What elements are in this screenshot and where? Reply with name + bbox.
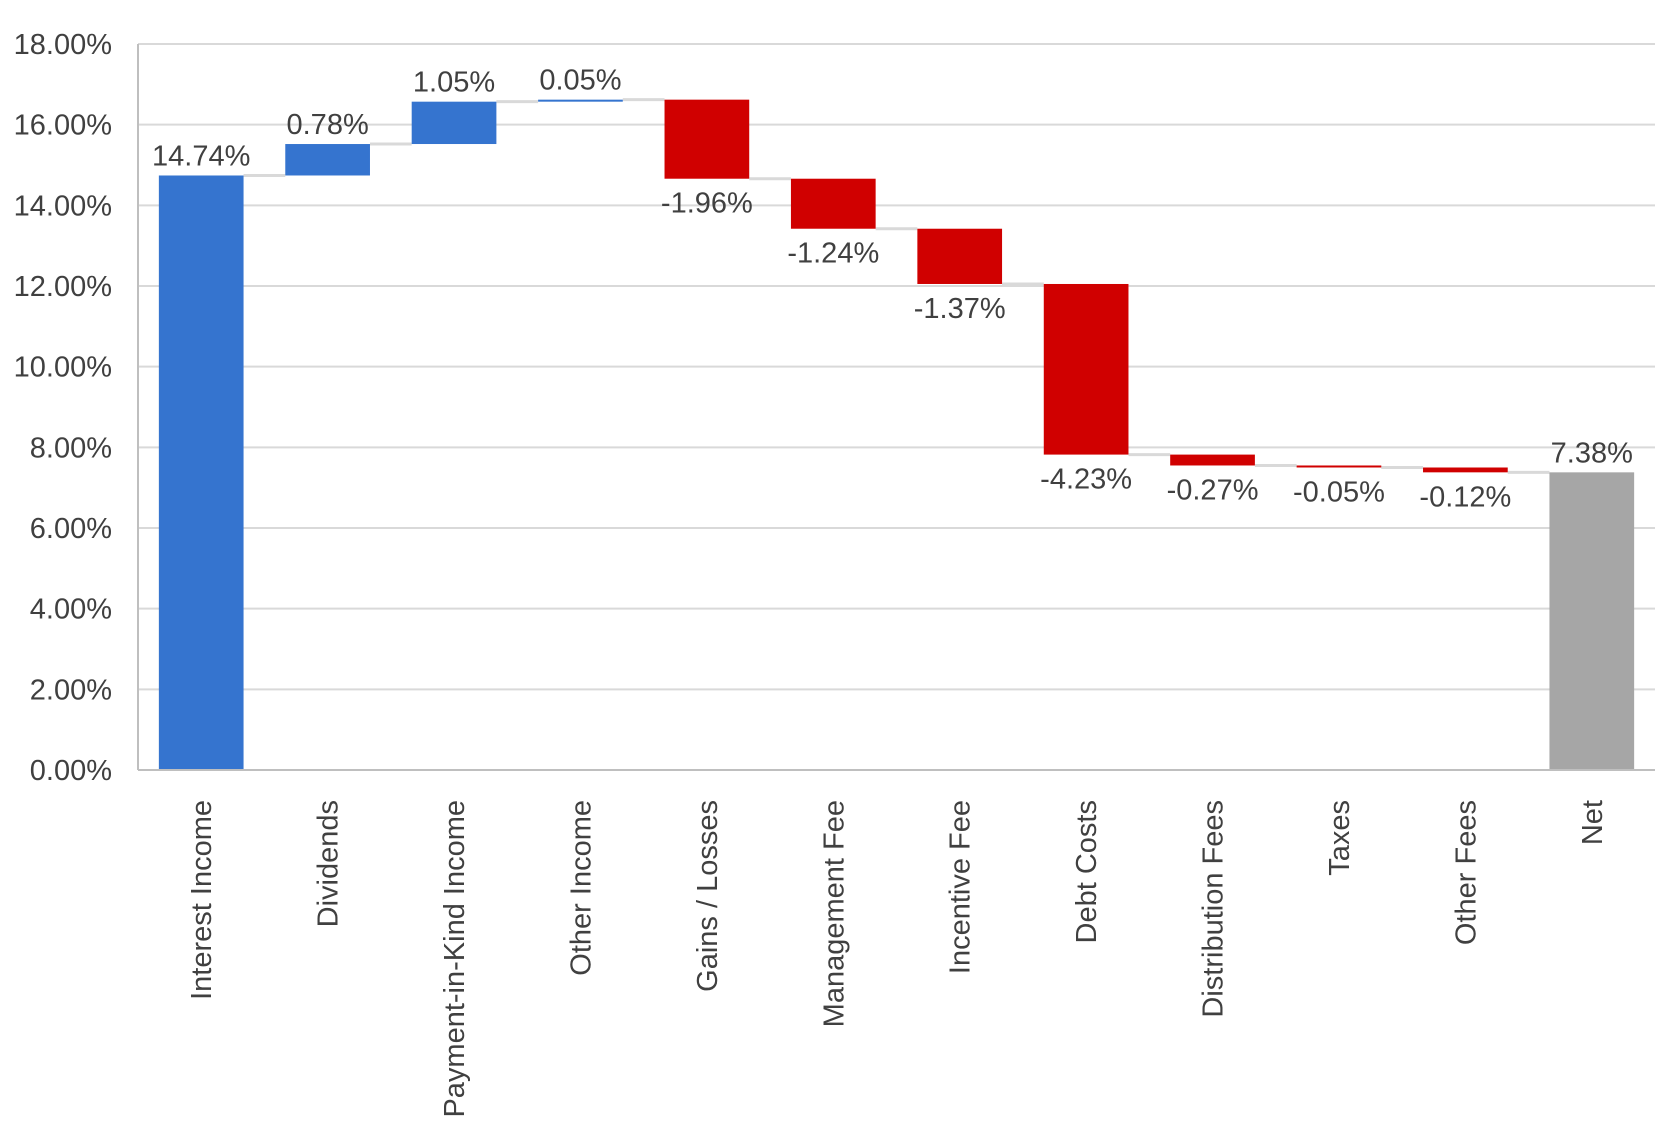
data-label: 1.05% (413, 67, 495, 99)
bar-decrease (1170, 454, 1255, 466)
x-tick-label: Debt Costs (1071, 800, 1103, 943)
x-tick-label: Incentive Fee (945, 800, 977, 974)
gridlines (138, 43, 1655, 691)
y-tick-label: 12.00% (14, 271, 112, 303)
data-label: 0.05% (539, 65, 621, 97)
x-tick-label: Taxes (1324, 800, 1356, 876)
y-tick-label: 18.00% (14, 29, 112, 61)
data-labels: 14.74% 0.78% 1.05% 0.05% -1.96% -1.24% -1.37% -… (152, 65, 1633, 514)
data-label: -0.05% (1293, 477, 1385, 509)
data-label: -1.24% (787, 238, 879, 270)
bar-decrease (664, 99, 750, 179)
y-tick-label: 4.00% (30, 594, 112, 626)
x-tick-label: Interest Income (186, 800, 218, 1000)
y-tick-label: 8.00% (30, 432, 112, 464)
bar-increase (285, 144, 370, 176)
y-tick-label: 14.00% (14, 190, 112, 222)
bar-decrease (917, 228, 1003, 284)
y-axis: 0.00% 2.00% 4.00% 6.00% 8.00% 10.00% 12.00% 14.… (14, 29, 112, 787)
bar-decrease (790, 178, 876, 229)
x-tick-label: Gains / Losses (692, 800, 724, 992)
data-label: -0.12% (1419, 481, 1511, 513)
x-tick-label: Net (1577, 800, 1609, 845)
x-tick-label: Dividends (313, 800, 345, 927)
x-tick-label: Distribution Fees (1198, 800, 1230, 1018)
y-tick-label: 6.00% (30, 513, 112, 545)
data-label: -4.23% (1040, 464, 1132, 496)
y-tick-label: 0.00% (30, 755, 112, 787)
x-tick-label: Payment-in-Kind Income (439, 800, 471, 1118)
bar-increase (538, 99, 623, 102)
x-axis: Interest Income Dividends Payment-in-Kind … (137, 44, 1655, 1118)
y-tick-label: 2.00% (30, 674, 112, 706)
data-label: 7.38% (1551, 437, 1633, 469)
bar-increase (158, 175, 244, 770)
bar-increase (411, 101, 497, 145)
data-label: 0.78% (287, 109, 369, 141)
data-label: 14.74% (152, 140, 250, 172)
connector-lines (243, 98, 1550, 474)
x-tick-label: Other Fees (1450, 800, 1482, 945)
bar-decrease (1423, 467, 1508, 473)
data-label: -0.27% (1167, 474, 1259, 506)
bar-total (1549, 472, 1635, 770)
bar-decrease (1296, 465, 1382, 468)
y-tick-label: 16.00% (14, 110, 112, 142)
x-tick-label: Other Income (565, 800, 597, 976)
x-tick-label: Management Fee (818, 800, 850, 1027)
y-tick-label: 10.00% (14, 352, 112, 384)
bar-decrease (1043, 283, 1129, 455)
data-label: -1.96% (661, 188, 753, 220)
data-label: -1.37% (914, 293, 1006, 325)
bars (158, 99, 1635, 770)
